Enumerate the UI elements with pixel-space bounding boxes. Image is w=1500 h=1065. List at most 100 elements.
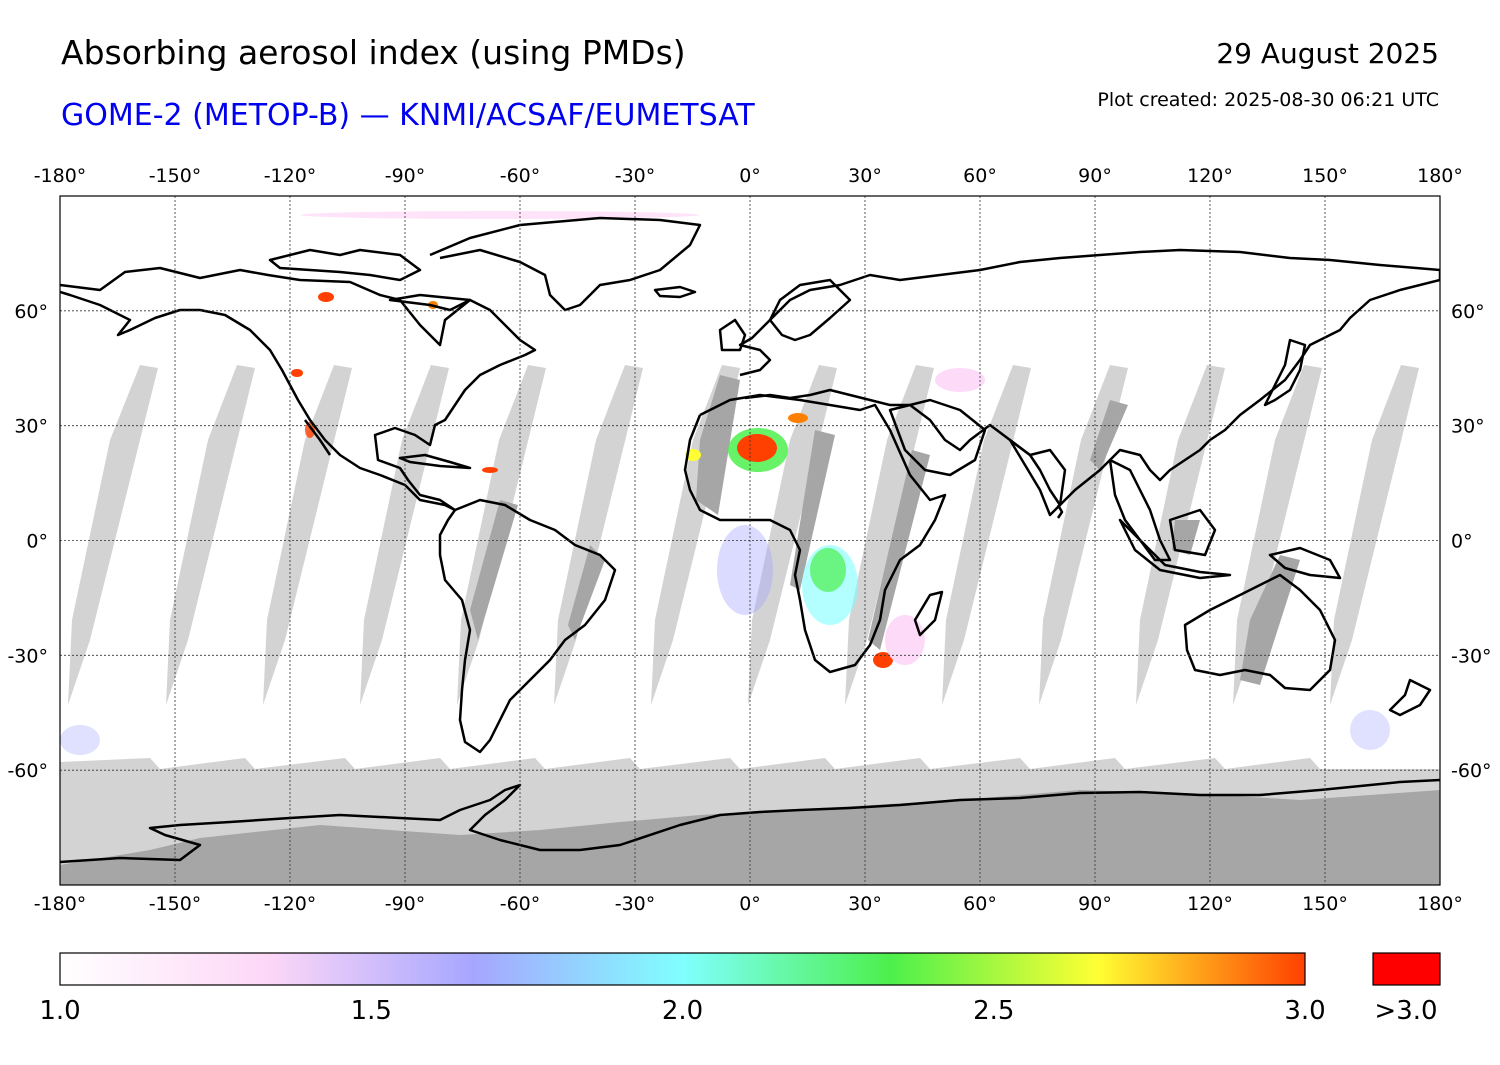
coastline-madagascar — [913, 590, 944, 637]
map-gridlines — [60, 196, 1440, 885]
lon-tick-label: -120° — [264, 893, 317, 915]
orbit-gap-swath — [942, 365, 1031, 705]
aerosol-patches — [60, 211, 1390, 755]
land-gap-patch — [470, 500, 518, 640]
aerosol-patch-w-africa-plume — [717, 525, 773, 615]
lon-tick-label: 90° — [1078, 165, 1112, 187]
coastline-north-america — [60, 266, 537, 512]
lat-tick-label: 0° — [1451, 531, 1473, 553]
lon-tick-label: 0° — [739, 165, 761, 187]
lon-ticks-bottom: -180° -150° -120° -90° -60° -30° 0° 30° 60° 90° 12… — [34, 893, 1463, 915]
lat-ticks-left: 60° 30° 0° -30° -60° — [7, 301, 48, 782]
coastline-canadian-arctic — [268, 248, 422, 282]
lon-tick-label: -120° — [264, 165, 317, 187]
coastline-se-asia — [1108, 458, 1172, 562]
coastline-cuba — [398, 453, 472, 470]
aerosol-patch-southern-ocean-1 — [60, 725, 100, 755]
plot-title: Absorbing aerosol index (using PMDs) — [61, 33, 686, 72]
coastline-scandinavia — [768, 278, 852, 342]
plot-subtitle: GOME-2 (METOP-B) — KNMI/ACSAF/EUMETSAT — [61, 98, 755, 133]
colorbar-tick-label: 1.5 — [350, 996, 392, 1026]
orbit-gap-swath — [263, 365, 352, 705]
lon-tick-label: -60° — [500, 165, 541, 187]
coastline-sri-lanka — [1056, 504, 1064, 519]
coastline-new-guinea — [1268, 546, 1342, 580]
aerosol-patch-s-africa — [873, 652, 893, 668]
lon-tick-label: -180° — [34, 165, 87, 187]
coastline-sumatra-java — [1118, 518, 1232, 580]
lon-tick-label: 120° — [1187, 165, 1233, 187]
orbit-gap-swath — [68, 365, 158, 705]
lat-ticks-right: 60° 30° 0° -30° -60° — [1451, 301, 1492, 782]
coastline-uk — [718, 318, 747, 352]
map-plot-area — [60, 196, 1440, 885]
lat-tick-label: 30° — [14, 416, 48, 438]
aerosol-patch-arabia — [935, 368, 985, 392]
land-gap-patch — [1240, 555, 1300, 685]
lon-tick-label: 90° — [1078, 893, 1112, 915]
lon-tick-label: -150° — [149, 893, 202, 915]
plot-date: 29 August 2025 — [1216, 37, 1439, 70]
coastline-antarctica — [60, 778, 1440, 864]
lon-tick-label: -180° — [34, 893, 87, 915]
colorbar-tick-label: 2.0 — [661, 996, 704, 1026]
land-gap-patch — [1090, 400, 1128, 470]
orbit-gap-swath — [1330, 365, 1419, 705]
lat-tick-label: -60° — [7, 760, 48, 782]
lat-tick-label: -30° — [7, 645, 48, 667]
lon-tick-label: -30° — [615, 893, 656, 915]
coastline-iceland — [653, 285, 697, 299]
aerosol-patch-madagascar — [885, 615, 925, 665]
aerosol-patch-sahara-core — [737, 434, 777, 462]
orbit-gap-swath — [360, 365, 449, 705]
aerosol-patch-c-africa-green — [810, 548, 846, 592]
lon-tick-label: -60° — [500, 893, 541, 915]
lon-tick-label: 0° — [739, 893, 761, 915]
coastline-greenland — [429, 216, 702, 312]
coastline-japan — [1263, 338, 1307, 407]
lat-tick-label: 60° — [14, 301, 48, 323]
coastline-borneo — [1168, 508, 1217, 557]
orbit-gap-swath — [166, 365, 255, 705]
lon-tick-label: 150° — [1302, 165, 1348, 187]
lat-tick-label: 60° — [1451, 301, 1485, 323]
aerosol-patch-arctic — [300, 211, 700, 219]
colorbar — [59, 952, 1306, 986]
lon-tick-label: 30° — [848, 165, 882, 187]
colorbar-tick-label: 2.5 — [973, 996, 1015, 1026]
coastline-india — [1008, 438, 1067, 517]
lon-tick-label: 120° — [1187, 893, 1233, 915]
lat-tick-label: 30° — [1451, 416, 1485, 438]
lon-tick-label: -90° — [385, 165, 426, 187]
land-gap-patch — [568, 545, 605, 640]
colorbar-tick-label: 1.0 — [39, 996, 81, 1026]
lat-tick-label: -30° — [1451, 645, 1492, 667]
map-frame — [59, 195, 1441, 886]
colorbar-overflow-swatch — [1372, 952, 1441, 986]
aerosol-patch-n-america-1 — [318, 292, 334, 302]
colorbar-overflow-label: >3.0 — [1374, 996, 1438, 1026]
lon-tick-label: 180° — [1417, 165, 1463, 187]
land-gap-patch — [1172, 520, 1200, 555]
aerosol-patch-southern-ocean-2 — [1350, 710, 1390, 750]
plot-created-timestamp: Plot created: 2025-08-30 06:21 UTC — [1097, 89, 1439, 111]
coastlines — [60, 216, 1440, 864]
lon-ticks-top: -180° -150° -120° -90° -60° -30° 0° 30° 60° 90° 12… — [34, 165, 1463, 187]
lon-tick-label: -90° — [385, 893, 426, 915]
lon-tick-label: 150° — [1302, 893, 1348, 915]
land-gap-patch — [696, 375, 740, 515]
orbit-gap-swath — [845, 365, 934, 705]
lon-tick-label: 60° — [963, 893, 997, 915]
lat-tick-label: 0° — [26, 531, 48, 553]
lon-tick-label: -30° — [615, 165, 656, 187]
lon-tick-label: 180° — [1417, 893, 1463, 915]
coastline-australia — [1183, 573, 1337, 692]
coastline-baja — [304, 419, 332, 456]
coastline-south-america — [438, 498, 617, 754]
coastline-baffin — [388, 293, 472, 312]
coastline-new-zealand — [1388, 678, 1432, 717]
colorbar-tick-label: 3.0 — [1284, 996, 1326, 1026]
lon-tick-label: 30° — [848, 893, 882, 915]
coastline-arabia — [888, 398, 987, 477]
